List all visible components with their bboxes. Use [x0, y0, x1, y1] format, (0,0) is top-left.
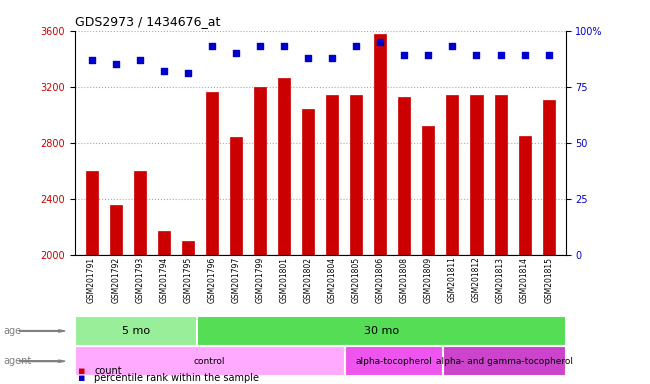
Text: GSM201806: GSM201806 [376, 257, 385, 303]
Bar [471, 95, 482, 255]
Text: GSM201794: GSM201794 [159, 257, 168, 303]
Point [207, 43, 217, 50]
Text: 30 mo: 30 mo [364, 326, 399, 336]
Text: GSM201796: GSM201796 [207, 257, 216, 303]
Text: GSM201797: GSM201797 [231, 257, 240, 303]
Bar [495, 95, 506, 255]
Point [183, 70, 193, 76]
Bar [198, 316, 566, 346]
Bar [182, 241, 194, 255]
Point [159, 68, 169, 74]
Bar [344, 346, 443, 376]
Text: agent: agent [3, 356, 31, 366]
Text: control: control [194, 357, 226, 366]
Bar [398, 97, 410, 255]
Point [135, 57, 145, 63]
Text: GSM201795: GSM201795 [183, 257, 192, 303]
Text: GSM201791: GSM201791 [87, 257, 96, 303]
Text: GSM201799: GSM201799 [255, 257, 265, 303]
Text: count: count [94, 366, 122, 376]
Text: percentile rank within the sample: percentile rank within the sample [94, 373, 259, 383]
Point [351, 43, 361, 50]
Point [423, 52, 434, 58]
Bar [230, 137, 242, 255]
Bar [422, 126, 434, 255]
Text: GSM201804: GSM201804 [328, 257, 337, 303]
Text: GSM201815: GSM201815 [544, 257, 553, 303]
Text: GDS2973 / 1434676_at: GDS2973 / 1434676_at [75, 15, 220, 28]
Point [519, 52, 530, 58]
Text: age: age [3, 326, 21, 336]
Point [399, 52, 410, 58]
Text: GSM201812: GSM201812 [472, 257, 481, 303]
Point [543, 52, 554, 58]
Bar [302, 109, 314, 255]
Bar [443, 346, 566, 376]
Text: GSM201814: GSM201814 [520, 257, 529, 303]
Bar [206, 93, 218, 255]
Text: GSM201808: GSM201808 [400, 257, 409, 303]
Bar [254, 87, 266, 255]
Text: GSM201809: GSM201809 [424, 257, 433, 303]
Point [279, 43, 289, 50]
Bar [447, 95, 458, 255]
Text: GSM201801: GSM201801 [280, 257, 289, 303]
Text: GSM201802: GSM201802 [304, 257, 313, 303]
Point [375, 39, 385, 45]
Text: ▪: ▪ [78, 373, 86, 383]
Text: GSM201805: GSM201805 [352, 257, 361, 303]
Bar [86, 171, 97, 255]
Text: GSM201813: GSM201813 [496, 257, 505, 303]
Bar [134, 171, 146, 255]
Point [255, 43, 265, 50]
Point [231, 50, 241, 56]
Bar [278, 78, 290, 255]
Point [303, 55, 313, 61]
Point [327, 55, 337, 61]
Bar [519, 136, 530, 255]
Bar [374, 33, 386, 255]
Point [471, 52, 482, 58]
Text: GSM201793: GSM201793 [135, 257, 144, 303]
Text: alpha- and gamma-tocopherol: alpha- and gamma-tocopherol [436, 357, 573, 366]
Bar [110, 205, 122, 255]
Point [495, 52, 506, 58]
Bar [158, 231, 170, 255]
Bar [326, 95, 338, 255]
Bar [75, 346, 344, 376]
Text: 5 mo: 5 mo [122, 326, 150, 336]
Point [86, 57, 97, 63]
Bar [543, 99, 554, 255]
Text: GSM201792: GSM201792 [111, 257, 120, 303]
Bar [75, 316, 198, 346]
Point [447, 43, 458, 50]
Point [111, 61, 121, 68]
Text: ▪: ▪ [78, 366, 86, 376]
Text: alpha-tocopherol: alpha-tocopherol [356, 357, 432, 366]
Bar [350, 95, 362, 255]
Text: GSM201811: GSM201811 [448, 257, 457, 303]
